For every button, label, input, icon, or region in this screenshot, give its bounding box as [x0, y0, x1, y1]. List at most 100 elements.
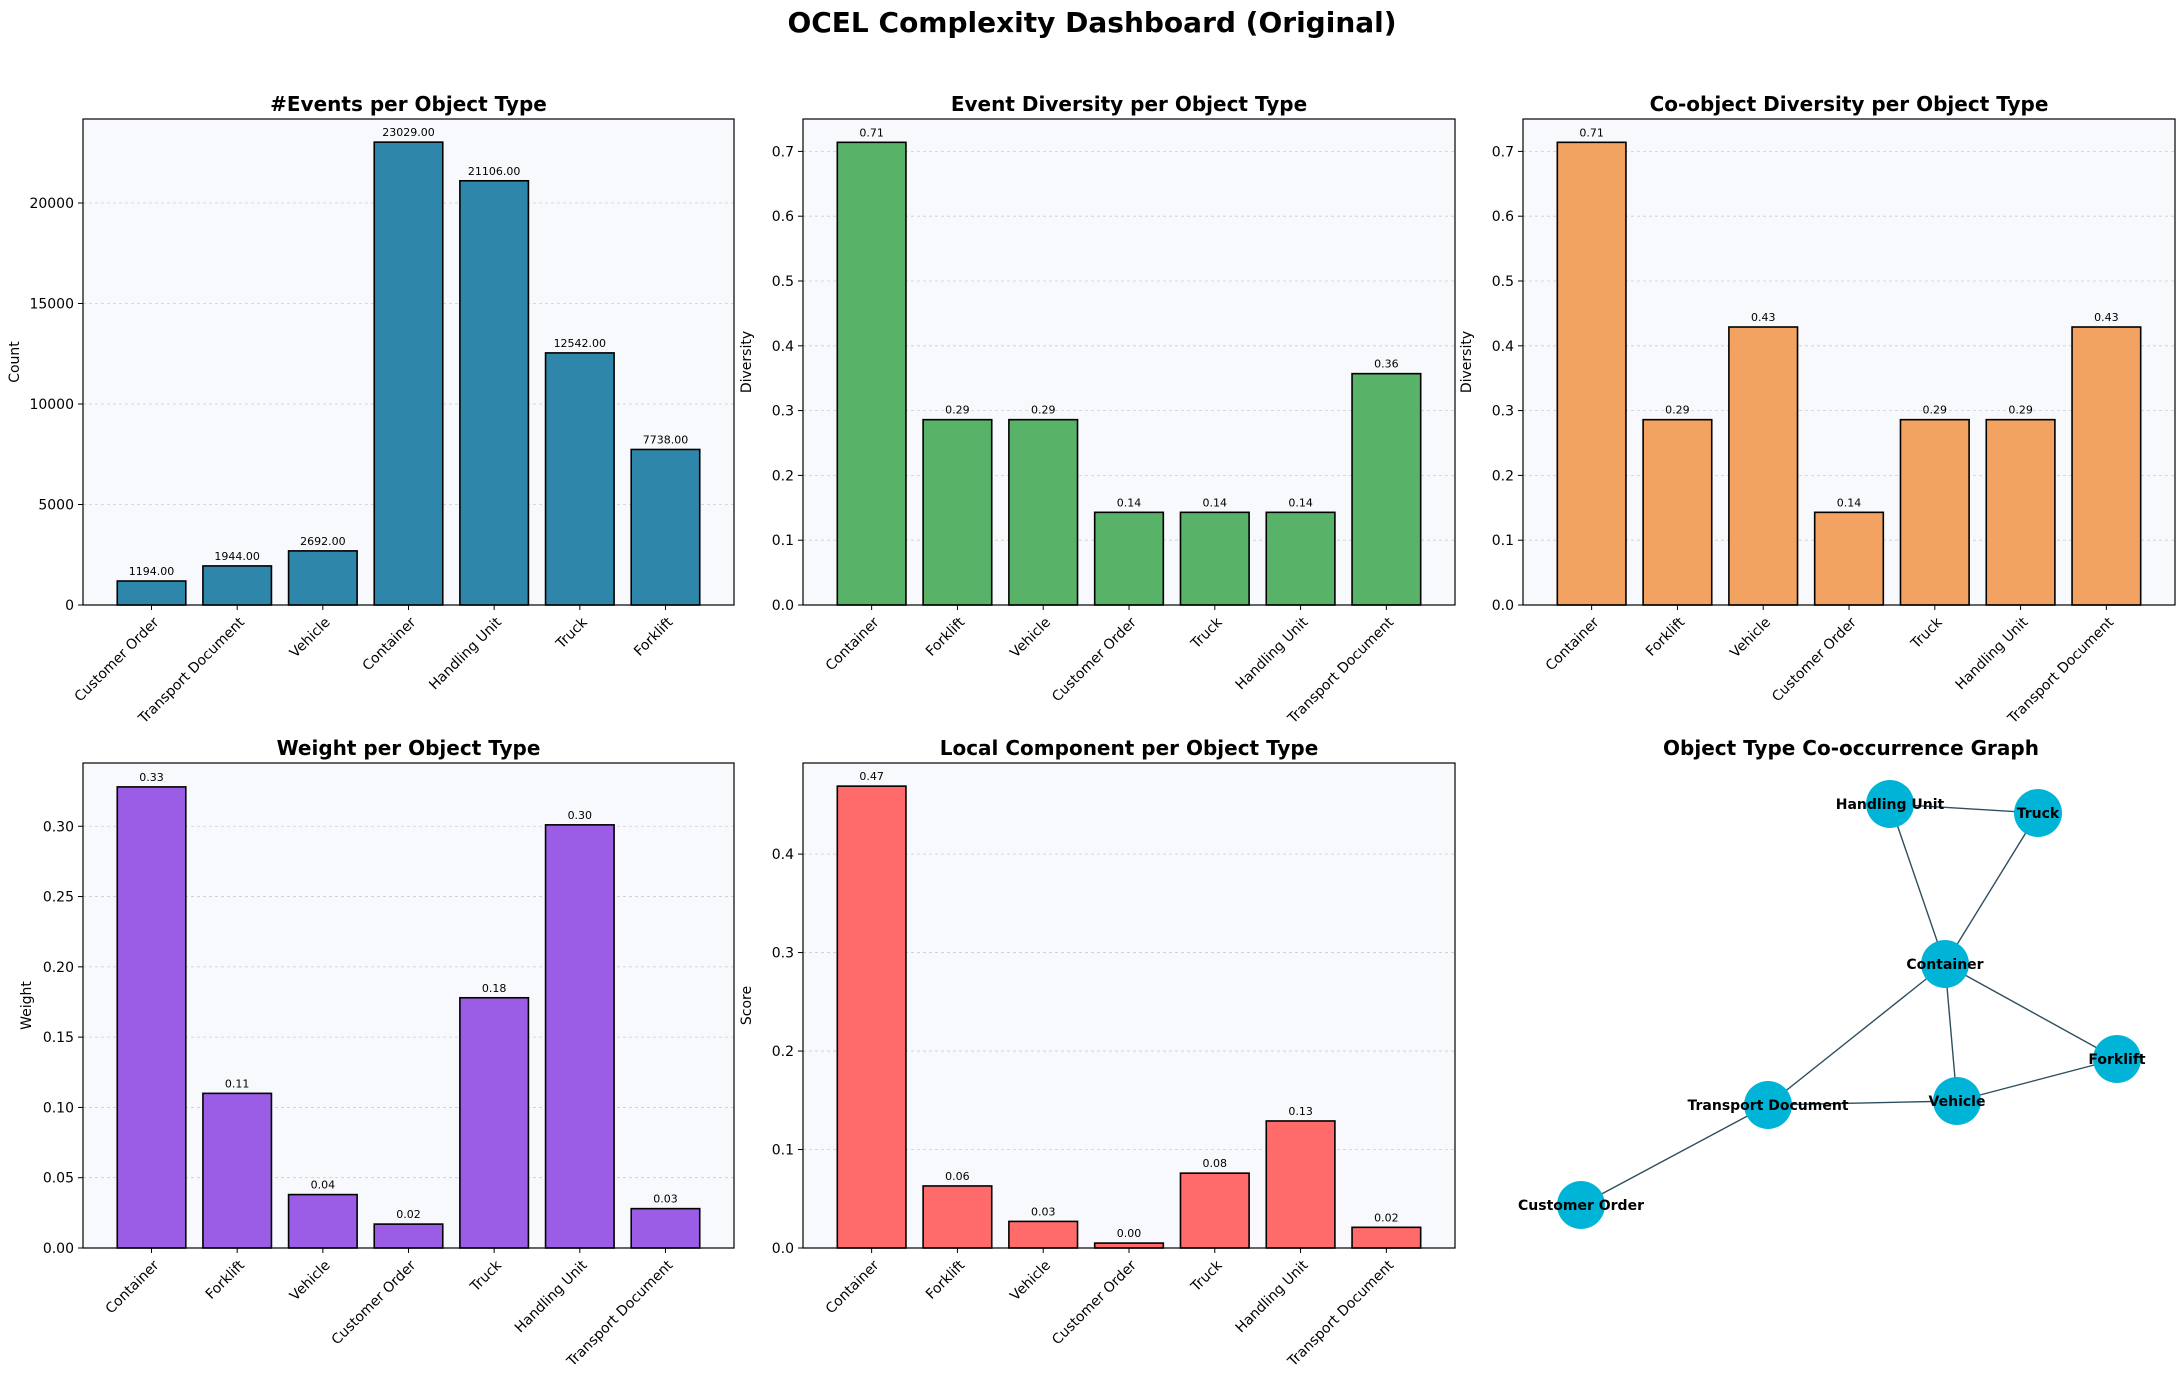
graph-node-forklift: [2093, 1035, 2141, 1083]
x-tick-label: Vehicle: [287, 1258, 334, 1305]
data-label: 0.33: [139, 771, 164, 784]
data-label: 0.02: [1374, 1211, 1399, 1224]
y-tick-label: 0.5: [1492, 274, 1514, 290]
graph-edge: [1956, 1058, 2118, 1102]
x-tick-label: Vehicle: [287, 615, 334, 662]
y-tick-label: 0.25: [43, 890, 74, 906]
data-label: 0.14: [1117, 496, 1142, 509]
bar-transport-document: [202, 565, 273, 606]
chart-title: Co-object Diversity per Object Type: [1650, 92, 2049, 116]
data-label: 0.29: [2008, 404, 2033, 417]
data-label: 1194.00: [129, 565, 175, 578]
x-tick-label: Vehicle: [1007, 615, 1054, 662]
y-tick-label: 0.4: [772, 847, 794, 863]
plot-area: [803, 763, 1455, 1248]
bar-truck: [459, 996, 530, 1249]
data-label: 0.03: [1031, 1205, 1056, 1218]
x-tick-label: Truck: [1907, 614, 1946, 653]
y-tick-label: 0.2: [772, 1044, 794, 1060]
y-tick-label: 0.2: [772, 468, 794, 484]
graph-node-label: Customer Order: [1518, 1198, 1644, 1214]
axes-frame: [82, 762, 735, 1249]
y-tick-label: 0.3: [772, 404, 794, 420]
axes-frame: [82, 118, 735, 606]
chart-3: 0.71 Container 0.29 Forklift 0.43 Vehicle 0.14…: [1459, 92, 2176, 727]
y-tick-label: 0.5: [772, 274, 794, 290]
y-tick-label: 0.00: [43, 1241, 74, 1257]
x-tick-label: Container: [1543, 614, 1603, 674]
data-label: 0.29: [1665, 404, 1690, 417]
y-tick-label: 0.6: [772, 209, 794, 225]
axes-frame: [1522, 118, 2176, 606]
y-tick-label: 0.0: [1492, 598, 1514, 614]
x-tick-label: Customer Order: [1769, 614, 1860, 705]
data-label: 1944.00: [214, 550, 260, 563]
graph-edge: [1580, 1104, 1769, 1206]
y-tick-label: 0.10: [43, 1100, 74, 1116]
y-tick-label: 0: [65, 598, 74, 614]
data-label: 0.03: [653, 1193, 678, 1206]
chart-title: Event Diversity per Object Type: [951, 92, 1307, 116]
y-axis-label: Weight: [19, 981, 35, 1030]
bar-handling-unit: [459, 179, 530, 606]
data-label: 0.08: [1203, 1157, 1228, 1170]
y-axis-label: Score: [739, 986, 755, 1025]
bar-transport-document: [2071, 326, 2142, 606]
y-tick-label: 0.7: [1492, 144, 1514, 160]
y-axis-label: Diversity: [1459, 331, 1475, 393]
graph-node-label: Transport Document: [1687, 1098, 1848, 1114]
x-tick-label: Vehicle: [1007, 1258, 1054, 1305]
charts-group: 1194.00 Customer Order 1944.00 Transport Do…: [7, 92, 2176, 1370]
x-tick-label: Forklift: [631, 614, 677, 660]
bar-handling-unit: [1985, 418, 2056, 606]
bar-customer-order: [1093, 511, 1165, 606]
x-tick-label: Container: [823, 1257, 883, 1317]
bar-container: [373, 141, 444, 606]
x-tick-label: Handling Unit: [1233, 1257, 1312, 1336]
graph-edge: [1767, 1100, 1958, 1106]
data-label: 0.14: [1837, 496, 1862, 509]
bar-handling-unit: [1265, 511, 1336, 606]
x-tick-label: Truck: [467, 1257, 506, 1296]
chart-title: Weight per Object Type: [277, 736, 541, 760]
bar-customer-order: [373, 1223, 444, 1249]
y-axis-label: Count: [7, 341, 23, 383]
bar-handling-unit: [544, 824, 615, 1249]
x-tick-label: Vehicle: [1727, 615, 1774, 662]
data-label: 0.13: [1288, 1105, 1313, 1118]
graph-node-vehicle: [1933, 1077, 1981, 1125]
plot-area: [83, 763, 734, 1248]
x-tick-label: Customer Order: [1049, 1257, 1140, 1348]
chart-title: Local Component per Object Type: [940, 736, 1319, 760]
graph-node-label: Forklift: [2088, 1052, 2146, 1068]
data-label: 0.11: [225, 1077, 250, 1090]
data-label: 0.43: [1751, 311, 1776, 324]
y-tick-label: 5000: [38, 498, 74, 514]
x-tick-label: Handling Unit: [1953, 614, 2032, 693]
graph-node-label: Handling Unit: [1836, 797, 1945, 813]
bar-truck: [1179, 511, 1250, 606]
x-tick-label: Forklift: [1643, 614, 1689, 660]
y-tick-label: 0.6: [1492, 209, 1514, 225]
bar-container: [1556, 141, 1627, 606]
bar-vehicle: [1008, 1220, 1079, 1249]
y-tick-label: 10000: [29, 397, 74, 413]
y-axis-label: Diversity: [739, 331, 755, 393]
bar-vehicle: [287, 550, 358, 606]
bar-forklift: [922, 1185, 993, 1249]
bar-vehicle: [1008, 418, 1079, 606]
bar-forklift: [630, 448, 701, 606]
data-label: 7738.00: [643, 433, 689, 446]
graph-edge: [1944, 963, 2118, 1060]
data-label: 0.00: [1117, 1227, 1142, 1240]
chart-2: 0.71 Container 0.29 Forklift 0.29 Vehicle 0.14…: [739, 92, 1456, 727]
data-label: 23029.00: [382, 126, 435, 139]
graph-node-label: Vehicle: [1929, 1094, 1986, 1110]
data-label: 0.30: [568, 809, 593, 822]
y-tick-label: 20000: [29, 196, 74, 212]
graph-node-truck: [2014, 789, 2062, 837]
bar-vehicle: [1728, 326, 1799, 606]
bar-forklift: [202, 1092, 273, 1249]
